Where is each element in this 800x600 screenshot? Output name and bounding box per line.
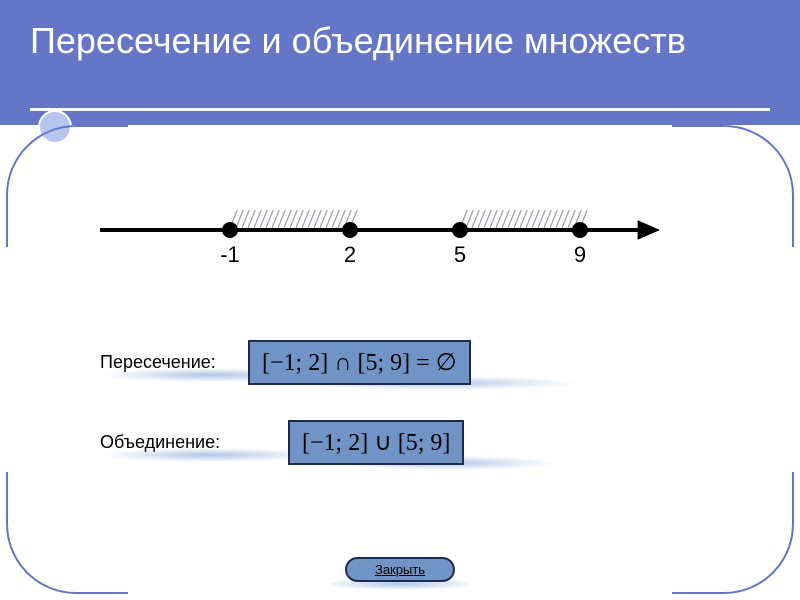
row-intersection: Пересечение: [−1; 2] ∩ [5; 9] = ∅ bbox=[100, 340, 660, 385]
svg-text:-1: -1 bbox=[220, 242, 240, 267]
close-button-label: Закрыть bbox=[375, 562, 425, 577]
frame-corner-br bbox=[672, 472, 794, 594]
frame-corner-tr bbox=[672, 125, 794, 247]
slide-header: Пересечение и объединение множеств bbox=[0, 0, 800, 125]
number-line-svg: -1 2 5 9 bbox=[100, 185, 660, 275]
title-underline bbox=[30, 108, 770, 111]
shadow-decoration bbox=[100, 448, 320, 462]
close-button[interactable]: Закрыть bbox=[345, 557, 455, 582]
svg-text:2: 2 bbox=[344, 242, 356, 267]
frame-corner-bl bbox=[6, 472, 128, 594]
number-line: -1 2 5 9 bbox=[100, 185, 660, 275]
intersection-formula: [−1; 2] ∩ [5; 9] = ∅ bbox=[248, 340, 471, 385]
union-formula: [−1; 2] ∪ [5; 9] bbox=[288, 420, 464, 465]
row-union: Объединение: [−1; 2] ∪ [5; 9] bbox=[100, 420, 660, 465]
svg-text:5: 5 bbox=[454, 242, 466, 267]
svg-text:9: 9 bbox=[574, 242, 586, 267]
slide-title: Пересечение и объединение множеств bbox=[0, 0, 800, 63]
slide: Пересечение и объединение множеств -1 2 5 9… bbox=[0, 0, 800, 600]
